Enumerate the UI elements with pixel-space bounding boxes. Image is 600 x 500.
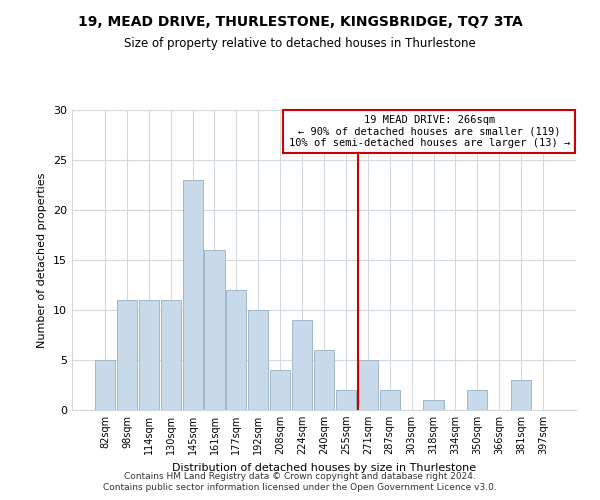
Text: Contains HM Land Registry data © Crown copyright and database right 2024.: Contains HM Land Registry data © Crown c… xyxy=(124,472,476,481)
Bar xyxy=(424,400,443,410)
Bar xyxy=(226,290,247,410)
Bar xyxy=(248,310,268,410)
Text: 19, MEAD DRIVE, THURLESTONE, KINGSBRIDGE, TQ7 3TA: 19, MEAD DRIVE, THURLESTONE, KINGSBRIDGE… xyxy=(77,15,523,29)
Bar xyxy=(182,180,203,410)
Bar xyxy=(205,250,224,410)
Bar xyxy=(314,350,334,410)
Bar xyxy=(117,300,137,410)
Bar xyxy=(270,370,290,410)
Bar xyxy=(161,300,181,410)
Bar xyxy=(336,390,356,410)
Y-axis label: Number of detached properties: Number of detached properties xyxy=(37,172,47,348)
Text: Contains public sector information licensed under the Open Government Licence v3: Contains public sector information licen… xyxy=(103,484,497,492)
X-axis label: Distribution of detached houses by size in Thurlestone: Distribution of detached houses by size … xyxy=(172,462,476,472)
Text: 19 MEAD DRIVE: 266sqm
← 90% of detached houses are smaller (119)
10% of semi-det: 19 MEAD DRIVE: 266sqm ← 90% of detached … xyxy=(289,115,570,148)
Bar xyxy=(511,380,531,410)
Bar xyxy=(467,390,487,410)
Bar xyxy=(380,390,400,410)
Text: Size of property relative to detached houses in Thurlestone: Size of property relative to detached ho… xyxy=(124,38,476,51)
Bar xyxy=(139,300,159,410)
Bar xyxy=(358,360,378,410)
Bar xyxy=(95,360,115,410)
Bar xyxy=(292,320,312,410)
